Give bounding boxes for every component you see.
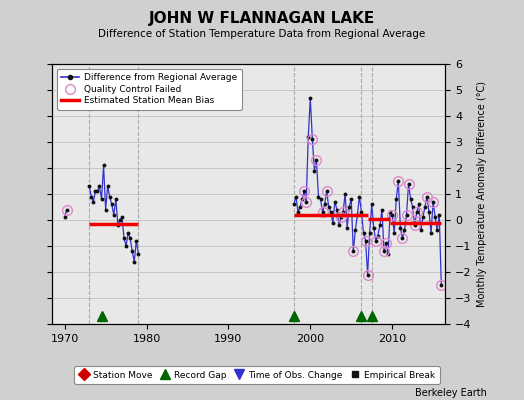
Legend: Difference from Regional Average, Quality Control Failed, Estimated Station Mean: Difference from Regional Average, Qualit… (57, 68, 242, 110)
Text: JOHN W FLANNAGAN LAKE: JOHN W FLANNAGAN LAKE (149, 10, 375, 26)
Y-axis label: Monthly Temperature Anomaly Difference (°C): Monthly Temperature Anomaly Difference (… (477, 81, 487, 307)
Legend: Station Move, Record Gap, Time of Obs. Change, Empirical Break: Station Move, Record Gap, Time of Obs. C… (74, 366, 440, 384)
Text: Difference of Station Temperature Data from Regional Average: Difference of Station Temperature Data f… (99, 29, 425, 39)
Text: Berkeley Earth: Berkeley Earth (416, 388, 487, 398)
